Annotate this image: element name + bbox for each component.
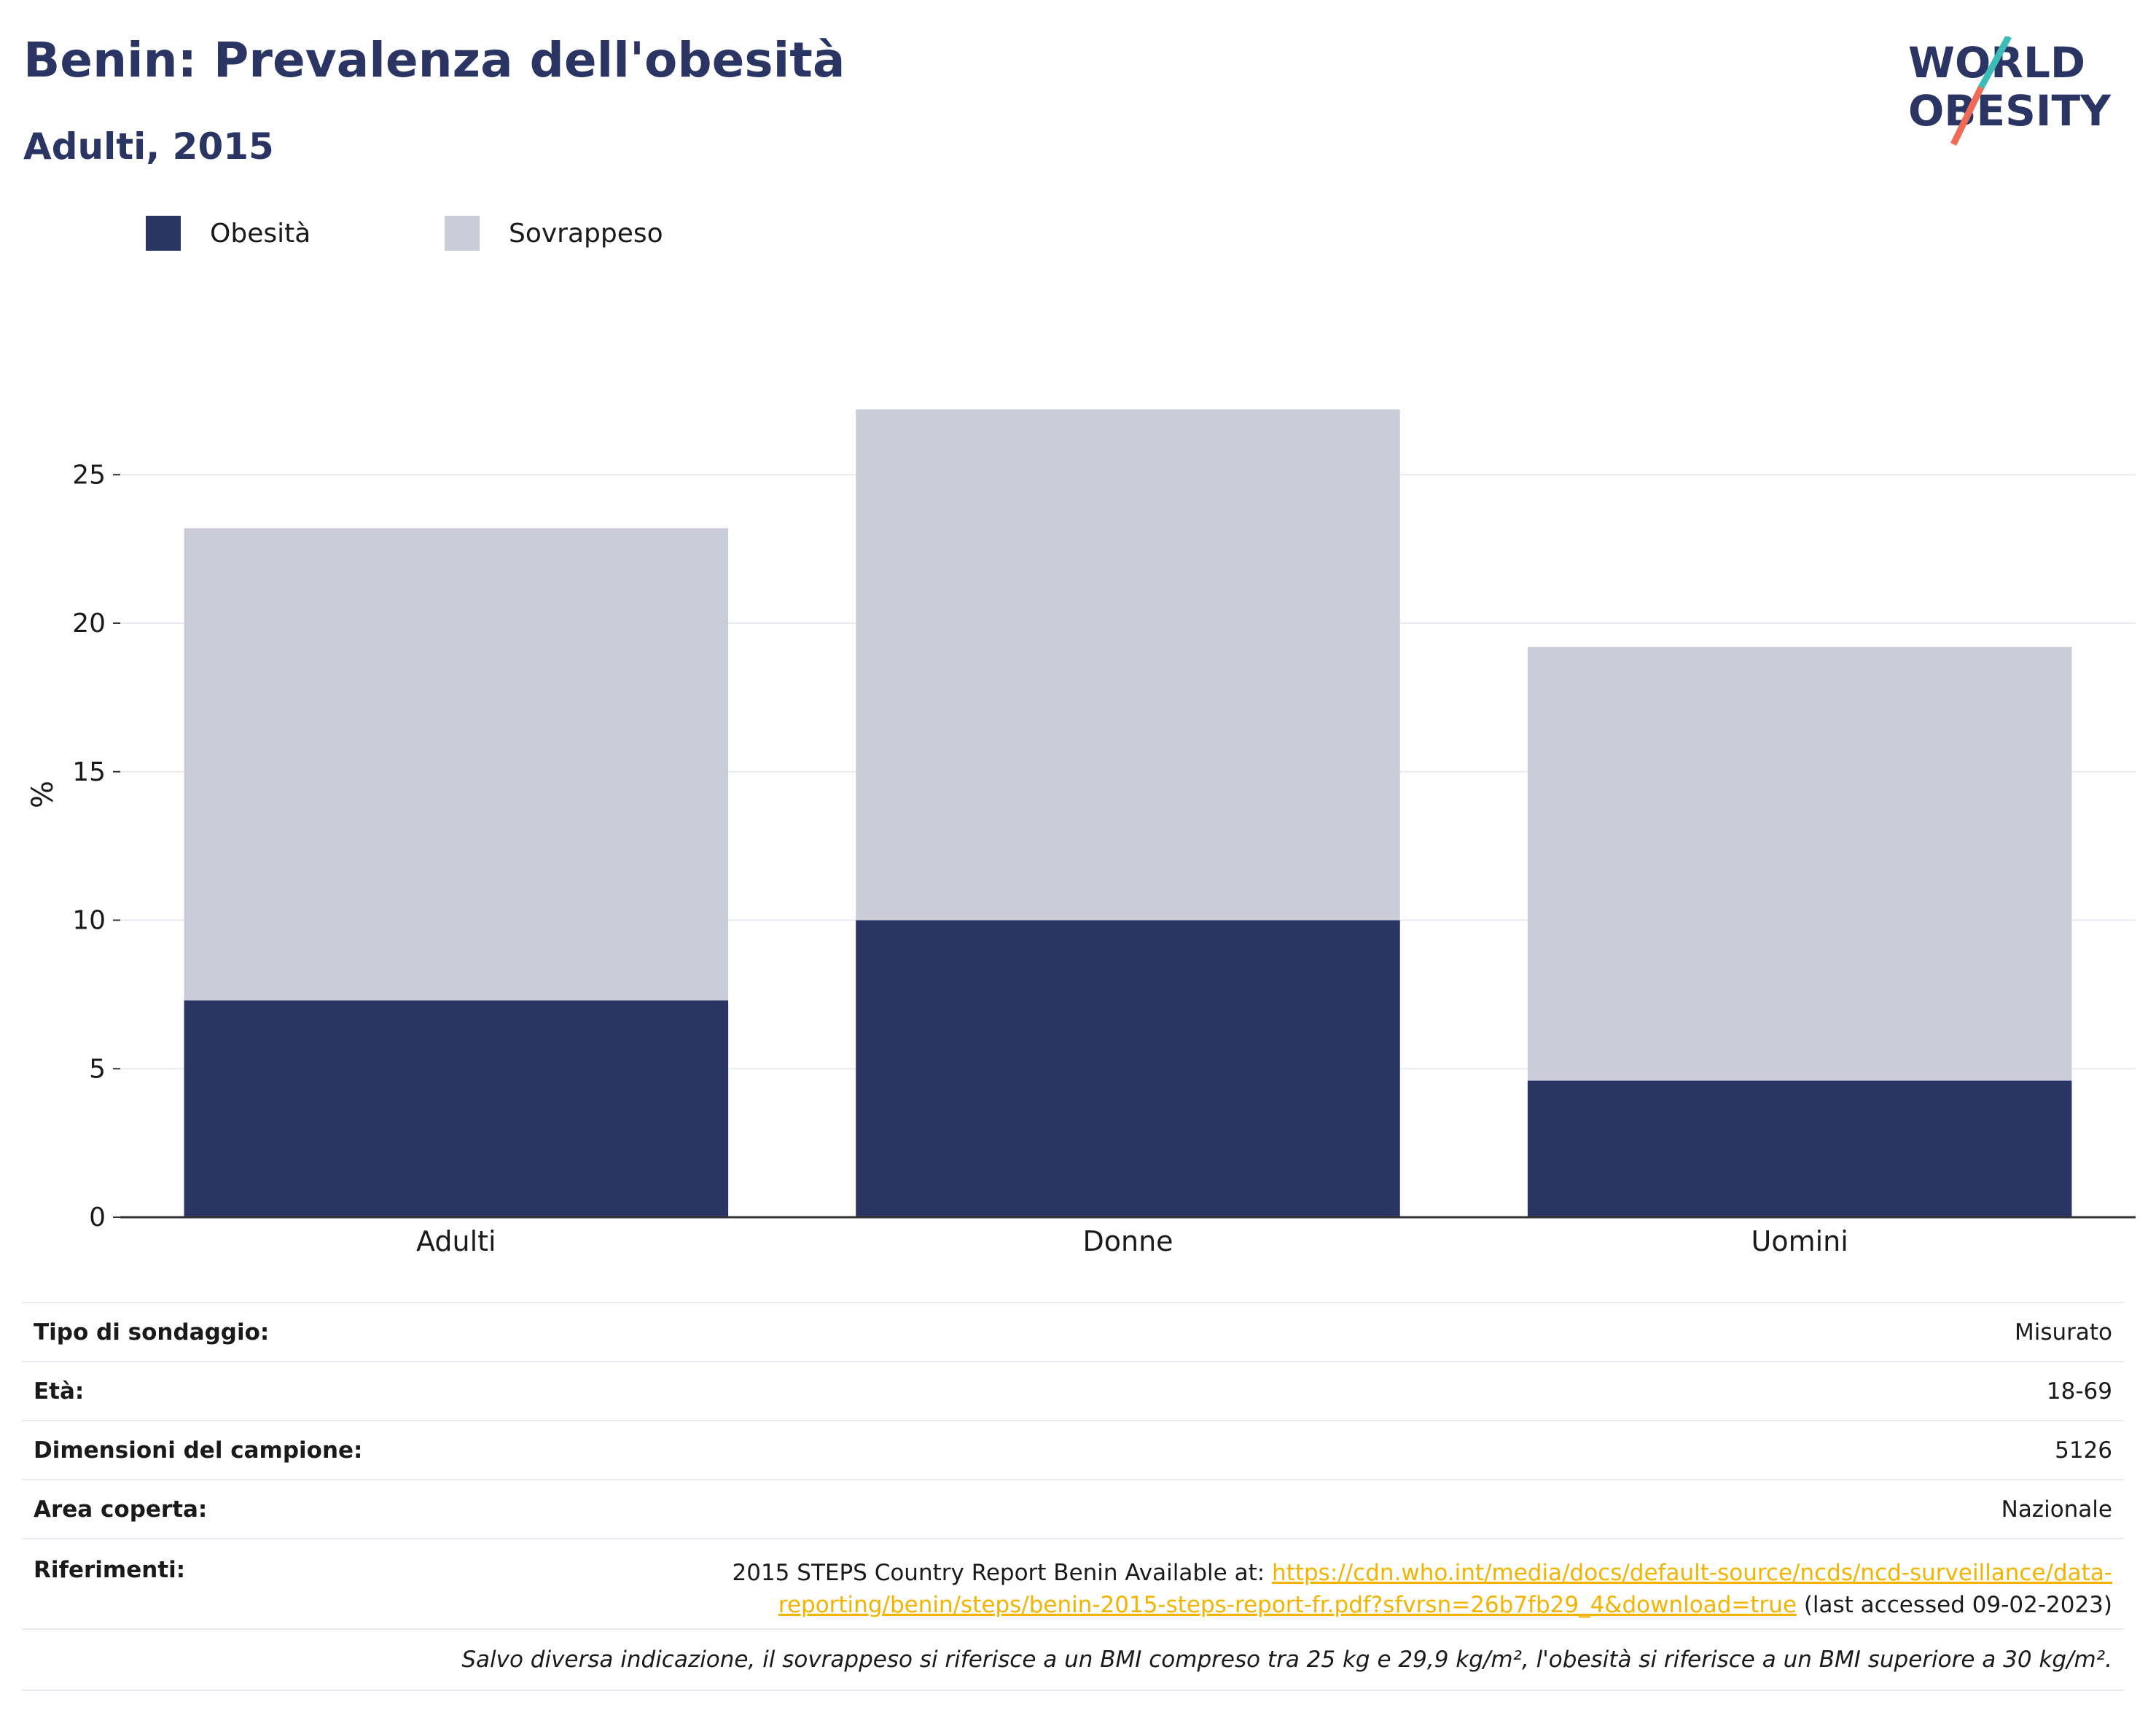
logo-slash-top — [1978, 36, 2012, 90]
chart-title: Benin: Prevalenza dell'obesità — [23, 32, 845, 88]
x-category-label: Uomini — [1751, 1225, 1848, 1257]
legend-swatch-overweight — [445, 216, 480, 251]
references-text-before: 2015 STEPS Country Report Benin Availabl… — [732, 1560, 1273, 1586]
info-label: Tipo di sondaggio: — [34, 1319, 270, 1346]
info-row-age: Età: 18-69 — [22, 1362, 2124, 1421]
legend-swatch-obesity — [146, 216, 181, 251]
x-category-label: Adulti — [416, 1225, 496, 1257]
bmi-definition-note: Salvo diversa indicazione, il sovrappeso… — [22, 1630, 2124, 1691]
info-row-sample-size: Dimensioni del campione: 5126 — [22, 1421, 2124, 1480]
info-row-references: Riferimenti: 2015 STEPS Country Report B… — [22, 1539, 2124, 1630]
bar-obesity — [856, 920, 1400, 1217]
survey-info-table: Tipo di sondaggio: Misurato Età: 18-69 D… — [22, 1302, 2124, 1691]
info-value: Misurato — [2014, 1319, 2112, 1346]
logo-line2: OBESITY — [1908, 86, 2112, 136]
y-axis-title: % — [26, 781, 60, 808]
y-tick-label: 15 — [72, 757, 106, 787]
info-row-survey-type: Tipo di sondaggio: Misurato — [22, 1303, 2124, 1362]
bar-overweight — [856, 409, 1400, 921]
legend-label-obesity: Obesità — [210, 218, 311, 249]
stacked-bar-chart: 0 5 10 15 20 25% Adulti Donne Uomini — [26, 409, 2136, 1257]
world-obesity-logo: WORLD OBESITY — [1908, 36, 2112, 146]
y-tick-label: 25 — [72, 460, 106, 490]
info-value: 18-69 — [2046, 1378, 2112, 1405]
legend-item-overweight[interactable]: Sovrappeso — [445, 216, 663, 251]
legend-item-obesity[interactable]: Obesità — [146, 216, 310, 251]
references-link[interactable]: https://cdn.who.int/media/docs/default-s… — [778, 1560, 2112, 1618]
y-tick-label: 5 — [89, 1054, 106, 1084]
x-category-label: Donne — [1082, 1225, 1173, 1257]
references-text-after: (last accessed 09-02-2023) — [1796, 1592, 2112, 1618]
legend-label-overweight: Sovrappeso — [509, 218, 663, 249]
info-label: Età: — [34, 1378, 85, 1405]
references-text: 2015 STEPS Country Report Benin Availabl… — [727, 1557, 2112, 1621]
info-label: Area coperta: — [34, 1496, 208, 1523]
chart-subtitle: Adulti, 2015 — [23, 125, 274, 168]
info-row-area: Area coperta: Nazionale — [22, 1480, 2124, 1539]
bar-overweight — [184, 528, 729, 1001]
info-value: Nazionale — [2001, 1496, 2112, 1523]
y-tick-label: 10 — [72, 906, 106, 936]
info-label: Riferimenti: — [34, 1557, 186, 1583]
bar-overweight — [1527, 647, 2072, 1081]
info-value: 5126 — [2055, 1437, 2112, 1464]
info-label: Dimensioni del campione: — [34, 1437, 363, 1464]
bar-obesity — [184, 1000, 729, 1217]
y-tick-label: 20 — [72, 609, 106, 638]
y-tick-label: 0 — [89, 1203, 106, 1233]
logo-slash-bottom — [1950, 86, 1985, 146]
bar-obesity — [1527, 1080, 2072, 1217]
